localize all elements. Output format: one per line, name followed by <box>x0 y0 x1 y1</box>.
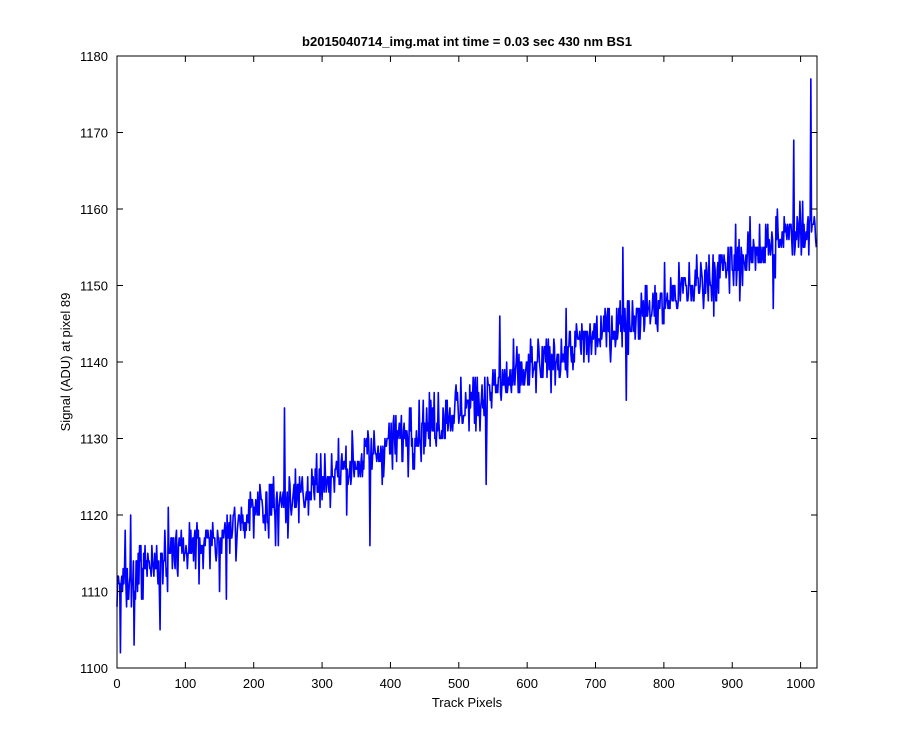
y-tick-label: 1180 <box>80 49 108 64</box>
x-tick-label: 400 <box>380 676 402 691</box>
plot-area <box>117 56 817 668</box>
x-tick-label: 500 <box>448 676 470 691</box>
series-layer <box>116 78 818 654</box>
y-axis-label: Signal (ADU) at pixel 89 <box>58 293 73 432</box>
y-tick-label: 1140 <box>80 355 108 370</box>
y-tick-label: 1110 <box>81 585 108 600</box>
x-axis-label: Track Pixels <box>432 695 503 710</box>
x-tick-label: 0 <box>113 676 120 691</box>
x-tick-label: 800 <box>653 676 675 691</box>
y-tick-label: 1160 <box>80 202 108 217</box>
x-tick-label: 1000 <box>786 676 815 691</box>
y-tick-label: 1100 <box>80 661 108 676</box>
signal-series-line <box>116 78 818 654</box>
x-tick-label: 700 <box>585 676 607 691</box>
y-tick-label: 1170 <box>80 126 108 141</box>
x-ticks: 0 100 200 300 400 500 600 700 800 900 1000 <box>113 56 815 691</box>
y-tick-label: 1120 <box>80 508 108 523</box>
x-tick-label: 300 <box>311 676 333 691</box>
x-tick-label: 900 <box>721 676 743 691</box>
y-ticks: 1100 1110 1120 1130 1140 1150 1160 1170 1180 <box>80 49 817 676</box>
x-tick-label: 200 <box>243 676 265 691</box>
y-tick-label: 1130 <box>80 432 108 447</box>
x-tick-label: 600 <box>516 676 538 691</box>
x-tick-label: 100 <box>175 676 197 691</box>
y-tick-label: 1150 <box>80 279 108 294</box>
chart-title: b2015040714_img.mat int time = 0.03 sec … <box>302 34 632 49</box>
